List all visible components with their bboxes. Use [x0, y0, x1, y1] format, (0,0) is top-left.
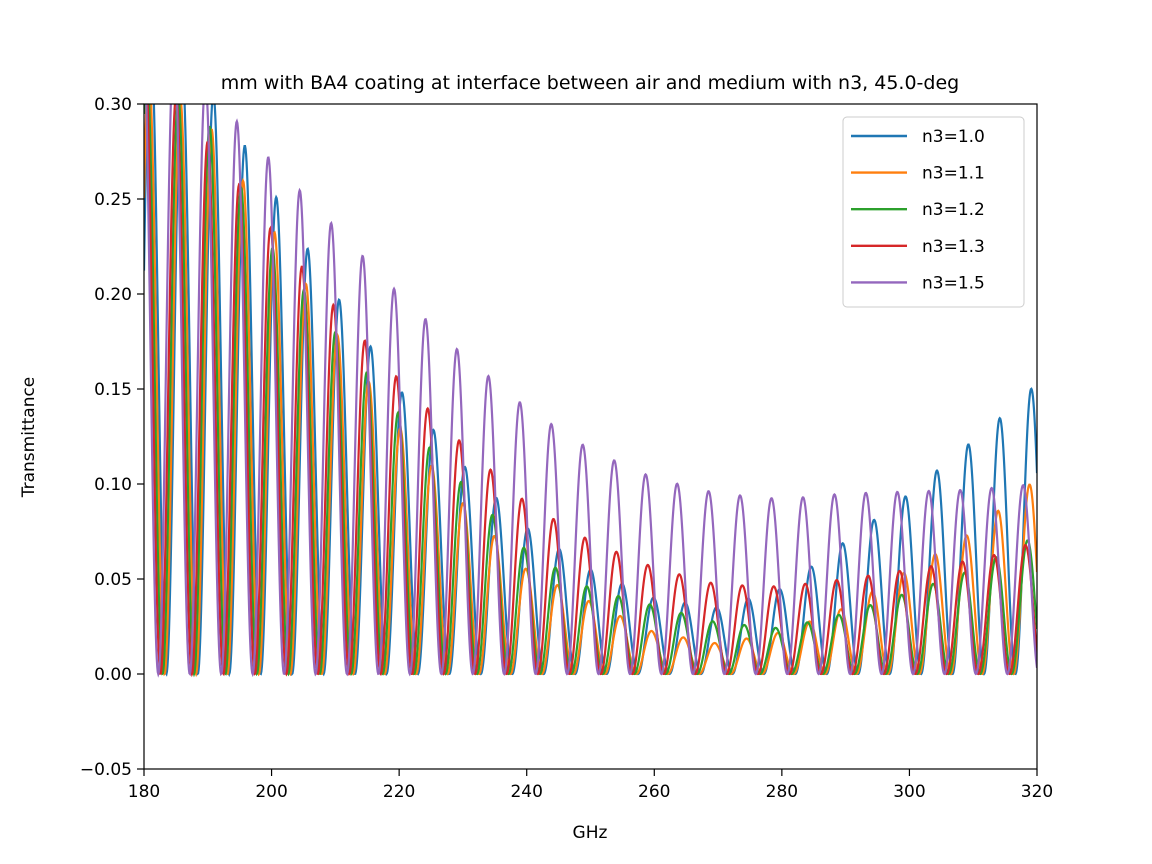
legend-box — [842, 116, 1025, 308]
legend-label: n3=1.0 — [922, 127, 985, 147]
x-tick-label: 220 — [383, 782, 415, 802]
y-tick-label: 0.05 — [94, 570, 132, 590]
x-axis-label: GHz — [573, 823, 608, 843]
series-line-3 — [144, 104, 1037, 678]
series-line-5 — [145, 104, 1037, 678]
x-tick-label: 300 — [893, 782, 925, 802]
chart-title: mm with BA4 coating at interface between… — [221, 72, 959, 94]
y-tick-label: 0.30 — [94, 95, 132, 115]
y-tick-label: 0.25 — [94, 190, 132, 210]
legend-label: n3=1.5 — [922, 273, 985, 293]
legend-label: n3=1.3 — [922, 237, 985, 257]
x-tick-label: 260 — [638, 782, 670, 802]
legend-label: n3=1.1 — [922, 164, 985, 184]
x-tick-label: 320 — [1021, 782, 1053, 802]
legend: n3=1.0 n3=1.1 n3=1.2 n3=1.3 n3=1.5 — [842, 116, 1025, 308]
x-tick-label: 280 — [766, 782, 798, 802]
x-tick-label: 200 — [255, 782, 287, 802]
y-tick-label: 0.00 — [94, 665, 132, 685]
series-layer — [144, 104, 1037, 678]
y-tick-label: 0.10 — [94, 475, 132, 495]
y-tick-label: −0.05 — [80, 760, 132, 780]
legend-label: n3=1.2 — [922, 200, 985, 220]
y-axis-label: Transmittance — [19, 377, 39, 499]
y-tick-label: 0.15 — [94, 380, 132, 400]
x-tick-label: 180 — [128, 782, 160, 802]
x-tick-label: 240 — [510, 782, 542, 802]
x-ticks: 180 200 220 240 260 280 300 320 — [128, 769, 1053, 802]
y-ticks: −0.05 0.00 0.05 0.10 0.15 0.20 0.25 0.30 — [80, 95, 144, 780]
plot-frame — [143, 103, 1038, 770]
y-tick-label: 0.20 — [94, 285, 132, 305]
